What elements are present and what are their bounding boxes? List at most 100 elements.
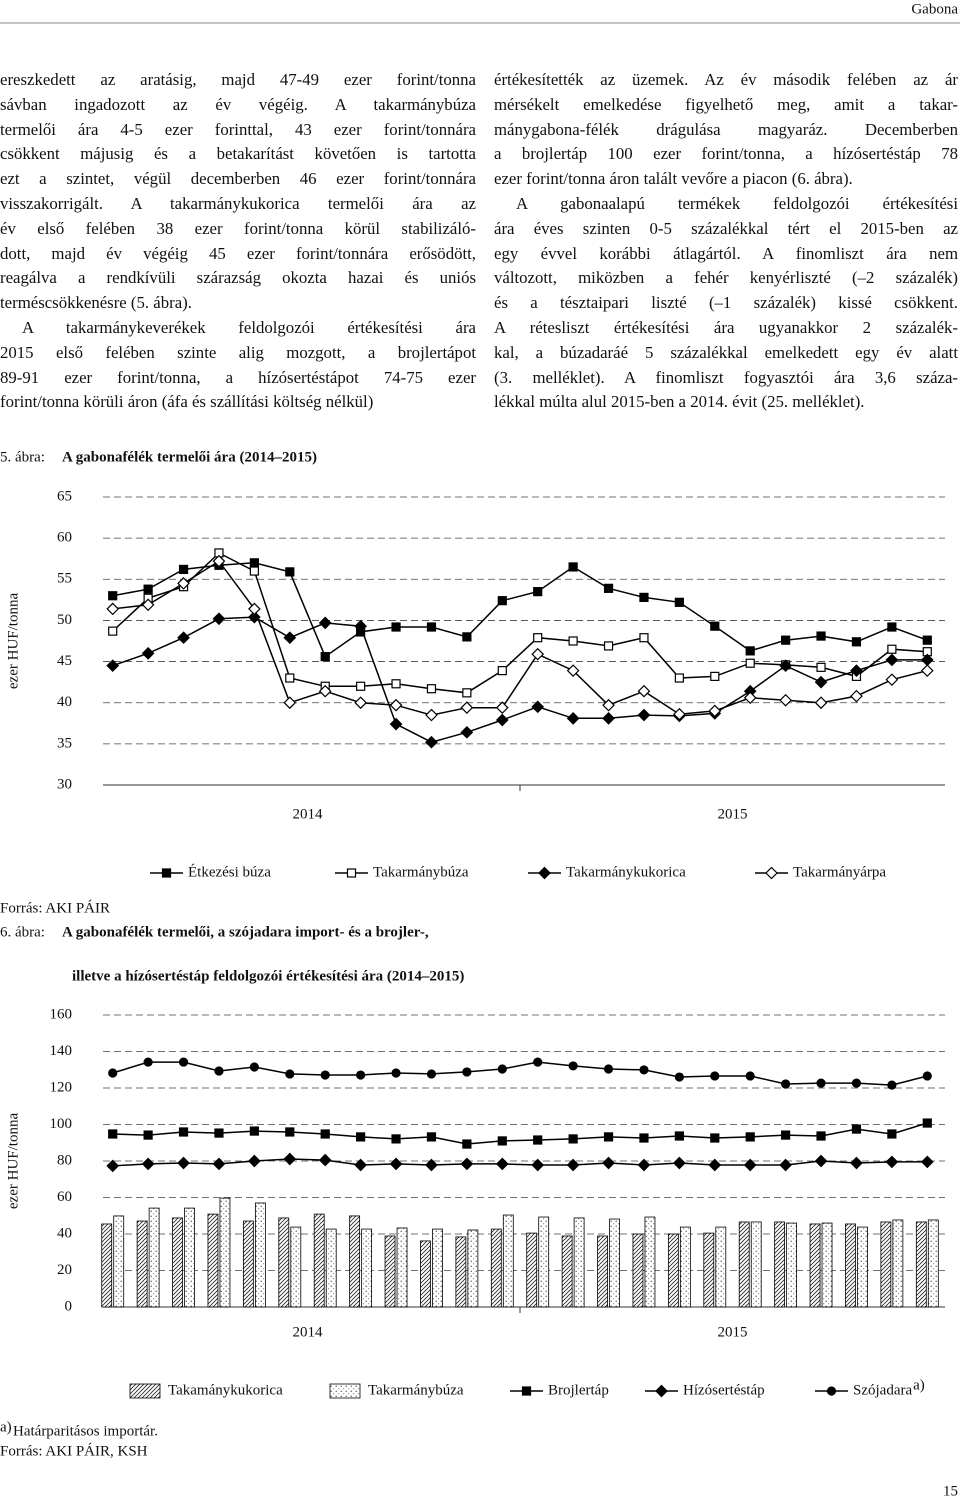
marker: [460, 701, 474, 714]
text-line: 2015 első felében szinte alig mozgott, a…: [0, 342, 476, 362]
marker: [141, 646, 155, 660]
text-line: év első felében 38 ezer forint/tonna kör…: [0, 218, 476, 238]
marker: [603, 641, 614, 651]
marker: [533, 1135, 543, 1145]
marker: [318, 1153, 332, 1167]
text-line: kal, a búzadaráé 5 százalékkal emelkedet…: [494, 342, 958, 362]
marker: [320, 652, 330, 662]
series-line: [112, 552, 928, 694]
marker: [920, 664, 934, 677]
text-line: és a tésztaipari liszté (–1 százalék) ki…: [494, 293, 958, 313]
marker: [531, 700, 545, 714]
text-line: ezer forint/tonna áron talált vevőre a p…: [494, 169, 853, 189]
text-line: értékesítették az üzemek. Az év második …: [494, 70, 958, 89]
marker: [531, 647, 545, 661]
marker: [426, 684, 437, 694]
marker: [850, 664, 863, 677]
legend-label: Takamánykukorica: [168, 1382, 283, 1398]
marker: [108, 591, 118, 601]
bar: [290, 1226, 302, 1308]
marker: [779, 1158, 792, 1172]
marker: [639, 1065, 649, 1075]
marker: [460, 725, 474, 739]
marker: [850, 1156, 863, 1170]
marker: [460, 1157, 474, 1171]
bar: [538, 1216, 550, 1308]
marker: [354, 619, 367, 633]
marker: [885, 673, 899, 687]
text-line: ezt a szintet, végül decemberben 46 ezer…: [0, 169, 476, 189]
marker: [887, 1129, 897, 1139]
marker: [885, 1155, 899, 1169]
text-line: terméscsökkenésre (5. ábra).: [0, 293, 192, 313]
marker: [320, 1129, 330, 1139]
marker: [781, 635, 791, 645]
marker: [497, 1136, 507, 1146]
marker: [708, 704, 722, 718]
marker: [922, 1071, 932, 1081]
marker: [285, 1069, 295, 1079]
bar: [561, 1235, 573, 1308]
marker: [920, 1155, 934, 1169]
marker: [425, 708, 438, 722]
marker: [745, 658, 755, 668]
marker: [674, 673, 684, 683]
marker: [143, 584, 153, 594]
marker: [816, 1078, 826, 1088]
bar: [172, 1217, 183, 1308]
y-tick-label: 40: [57, 1225, 72, 1241]
marker: [249, 566, 259, 576]
marker: [249, 1126, 259, 1136]
marker: [538, 866, 551, 880]
marker: [161, 868, 172, 878]
marker: [566, 664, 580, 677]
marker: [356, 1070, 366, 1080]
marker: [177, 577, 190, 590]
marker: [568, 1134, 578, 1144]
figure-label: 6. ábra:: [0, 924, 45, 940]
marker: [354, 1158, 367, 1172]
marker: [533, 587, 543, 597]
marker: [462, 1139, 472, 1149]
marker: [814, 675, 828, 689]
marker: [426, 1132, 437, 1142]
marker: [637, 684, 651, 698]
marker: [603, 1064, 614, 1074]
marker: [285, 567, 295, 577]
marker: [389, 1157, 403, 1171]
text-line: lékkal múlta alul 2015-ben a 2014. évit …: [494, 392, 865, 412]
figure-title: A gabonafélék termelői ára (2014–2015): [62, 449, 317, 465]
marker: [814, 696, 828, 710]
bar: [148, 1207, 160, 1308]
marker: [885, 653, 899, 667]
marker: [566, 712, 580, 725]
marker: [391, 622, 401, 632]
marker: [887, 1080, 897, 1090]
text-line: A rétesliszt értékesítési ára ugyanakkor…: [494, 317, 958, 337]
marker: [177, 1156, 190, 1170]
bar: [219, 1197, 231, 1308]
marker: [887, 622, 897, 632]
marker: [531, 1158, 545, 1172]
marker: [462, 1067, 472, 1077]
marker: [106, 1159, 120, 1173]
text-line: 89-91 ezer forint/tonna, a hízósertéstáp…: [0, 367, 476, 387]
marker: [318, 684, 332, 698]
y-axis-label: ezer HUF/tonna: [5, 1113, 21, 1210]
marker: [826, 1386, 837, 1396]
y-tick-label: 140: [50, 1043, 73, 1059]
legend-label: Étkezési búza: [188, 863, 271, 880]
page-number: 15: [943, 1483, 958, 1499]
text-line: ára éves szinten 0-5 százalékkal tért el…: [494, 218, 958, 238]
text-line: mánygabona-félék drágulása magyaráz. Dec…: [494, 119, 958, 139]
legend-swatch: [129, 1383, 161, 1399]
bar: [927, 1219, 939, 1308]
bar: [703, 1232, 715, 1308]
marker: [710, 1071, 720, 1081]
marker: [743, 1158, 757, 1172]
y-tick-label: 20: [57, 1262, 72, 1278]
marker: [637, 708, 651, 722]
marker: [497, 1064, 507, 1074]
y-tick-label: 45: [57, 653, 72, 669]
marker: [674, 597, 684, 607]
